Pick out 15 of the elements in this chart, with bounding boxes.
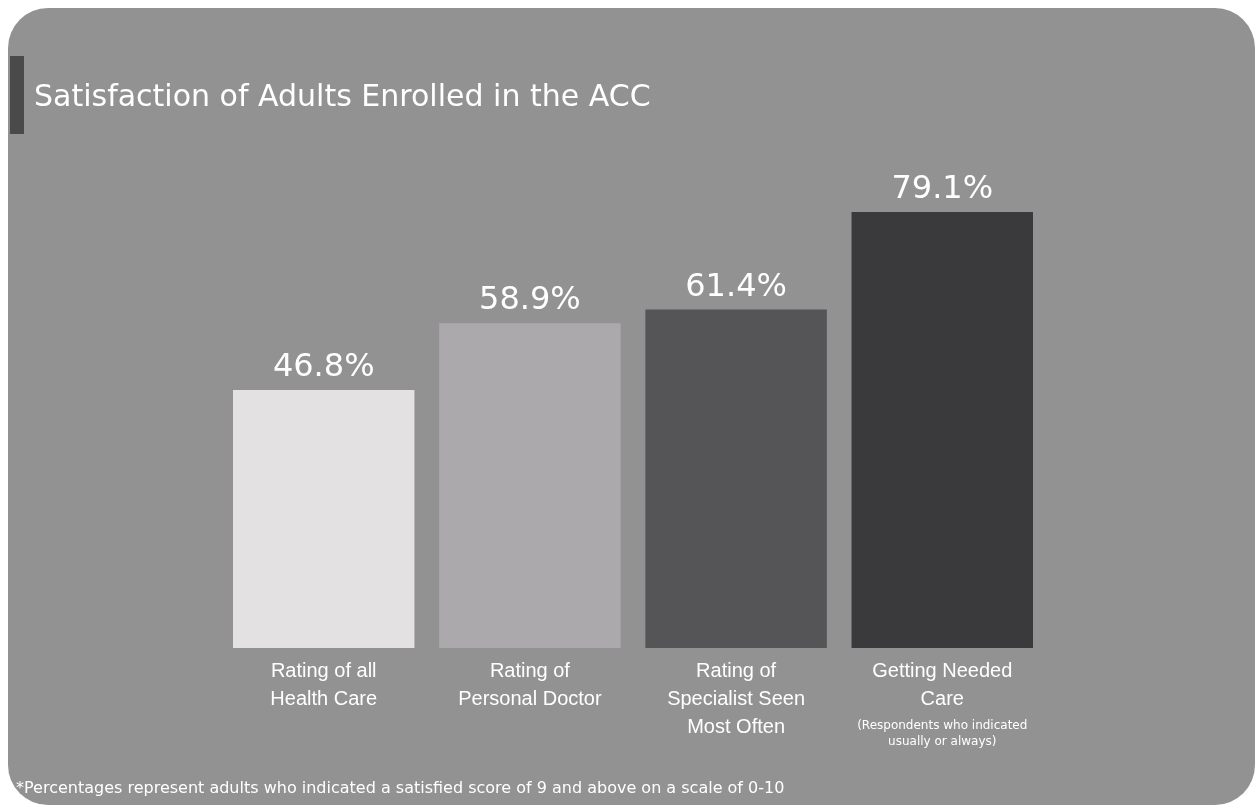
data-label: 61.4% [685,265,787,304]
data-label: 79.1% [891,168,994,206]
bar [851,212,1033,648]
bar [233,390,415,648]
x-tick-label: Getting Needed Care [872,658,1013,709]
text: (Respondents who indicated usually or always) [857,718,1028,748]
x-tick-label: Rating of all Health Care [270,658,378,709]
bar [645,309,827,648]
bar [439,323,621,648]
text: *Percentages represent adults who indicated a satisfied score of 9 and above on a scale of 0-10 [16,778,785,797]
data-label: 58.9% [479,279,581,318]
data-label: 46.8% [272,346,375,385]
x-tick-label: Rating of Specialist Seen Most Often [667,658,806,737]
chart-title: Satisfaction of Adults Enrolled in the ACC [34,78,651,113]
x-tick-label: Rating of Personal Doctor [458,658,602,709]
